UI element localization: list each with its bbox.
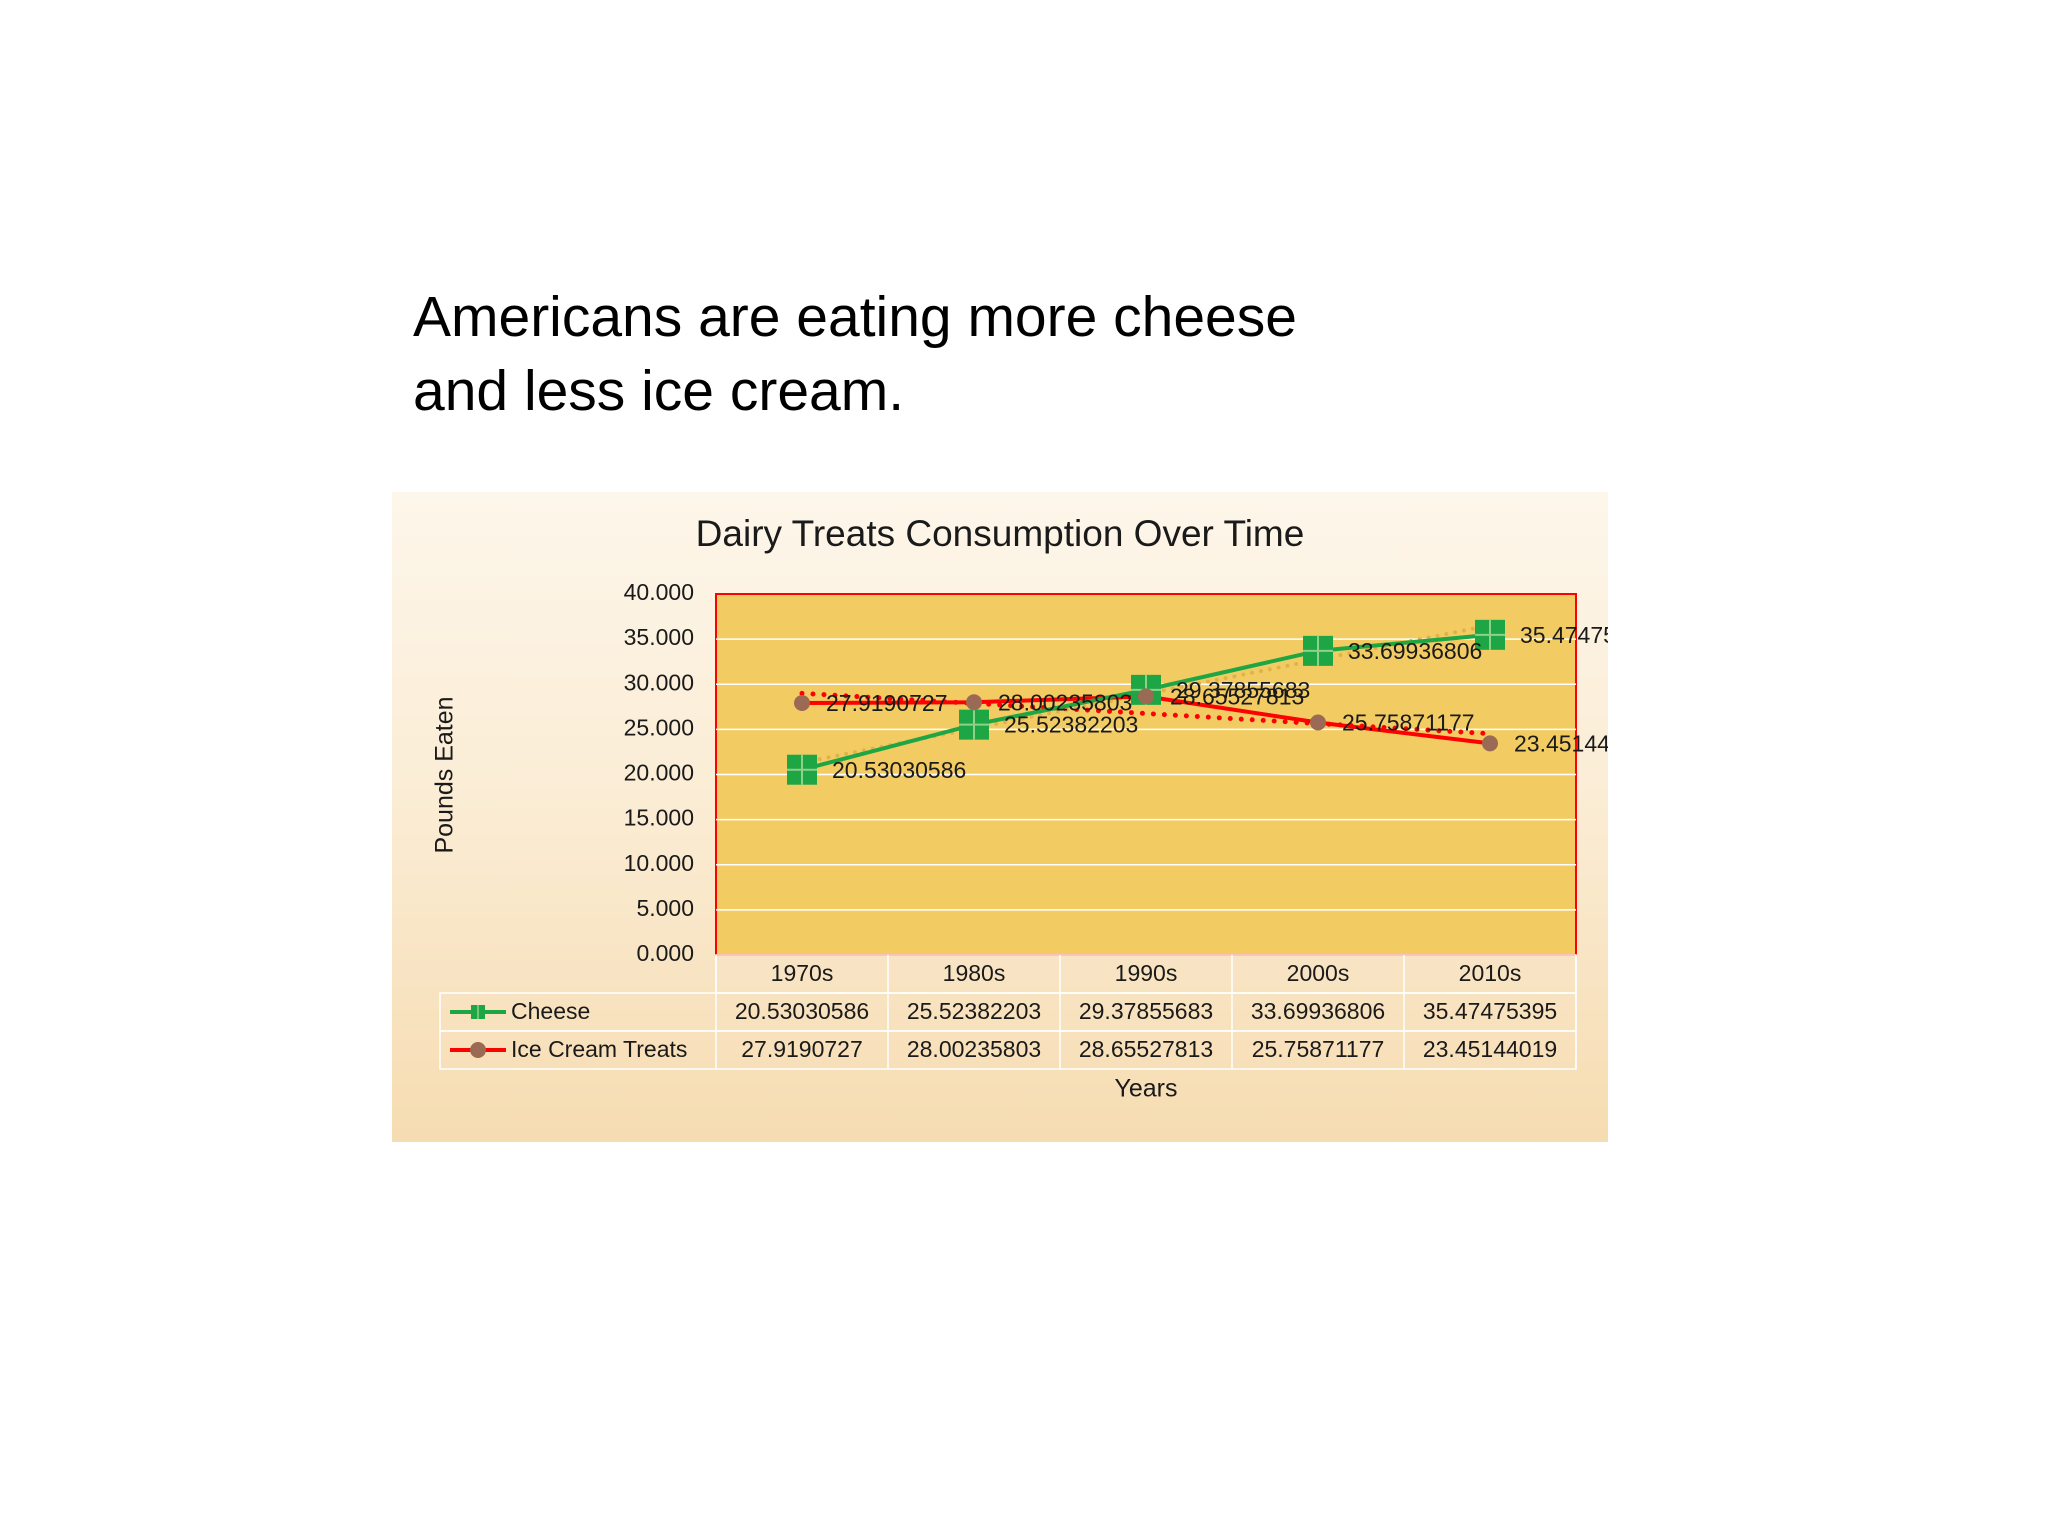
- table-value-cell: 35.47475395: [1423, 998, 1557, 1024]
- x-tick-label: 2000s: [1287, 960, 1350, 986]
- y-tick-label: 10.000: [624, 850, 694, 876]
- table-value-cell: 25.75871177: [1252, 1036, 1385, 1062]
- ice-cream-point: [1310, 714, 1326, 731]
- ice-cream-point: [1482, 735, 1498, 752]
- x-axis-label: Years: [1114, 1075, 1177, 1103]
- y-tick-label: 35.000: [624, 624, 694, 650]
- x-tick-label: 1990s: [1115, 960, 1178, 986]
- table-value-cell: 28.00235803: [907, 1036, 1041, 1062]
- headline-line-1: Americans are eating more cheese: [413, 285, 1297, 349]
- x-tick-label: 1980s: [943, 960, 1006, 986]
- table-value-cell: 27.9190727: [741, 1036, 863, 1062]
- y-tick-label: 5.000: [636, 895, 694, 921]
- y-tick-label: 20.000: [624, 760, 694, 786]
- chart-title: Dairy Treats Consumption Over Time: [696, 513, 1305, 554]
- y-axis-label: Pounds Eaten: [431, 696, 459, 853]
- ice-cream-data-label: 28.65527813: [1170, 683, 1304, 709]
- x-tick-label: 2010s: [1459, 960, 1522, 986]
- dairy-chart: Dairy Treats Consumption Over Time 0.000 5…: [431, 513, 1608, 1103]
- y-tick-label: 40.000: [624, 579, 694, 605]
- cheese-data-label: 29.37855683: [1176, 677, 1310, 703]
- headline-line-2: and less ice cream.: [413, 359, 905, 423]
- table-value-cell: 20.53030586: [735, 998, 869, 1024]
- chart-card: Dairy Treats Consumption Over Time 0.000 5…: [392, 492, 1608, 1142]
- legend-label-ice-cream: Ice Cream Treats: [511, 1036, 687, 1062]
- ice-cream-point: [1138, 688, 1154, 705]
- ice-cream-point: [794, 695, 810, 712]
- table-value-cell: 33.69936806: [1251, 998, 1385, 1024]
- table-value-cell: 28.65527813: [1079, 1036, 1213, 1062]
- ice-cream-trendline: [799, 690, 1493, 737]
- cheese-data-label: 33.69936806: [1348, 638, 1482, 664]
- table-value-cell: 29.37855683: [1079, 998, 1213, 1024]
- table-value-cell: 25.52382203: [907, 998, 1041, 1024]
- ice-cream-data-label: 28.00235803: [998, 689, 1132, 715]
- legend-label-cheese: Cheese: [511, 998, 590, 1024]
- ice-cream-point: [966, 694, 982, 711]
- cheese-data-label: 35.47475395: [1520, 622, 1608, 648]
- y-tick-label: 25.000: [624, 714, 694, 740]
- y-tick-label: 15.000: [624, 805, 694, 831]
- y-tick-label: 0.000: [636, 940, 694, 966]
- x-tick-label: 1970s: [771, 960, 834, 986]
- ice-cream-data-label: 25.75871177: [1342, 710, 1475, 736]
- table-value-cell: 23.45144019: [1423, 1036, 1557, 1062]
- y-tick-label: 30.000: [624, 669, 694, 695]
- ice-cream-data-label: 27.9190727: [826, 690, 948, 716]
- slide-headline: Americans are eating more cheese and les…: [413, 280, 1297, 428]
- legend-key-ice-cream-marker: [470, 1042, 486, 1058]
- cheese-data-label: 20.53030586: [832, 757, 966, 783]
- ice-cream-data-label: 23.45144019: [1514, 730, 1608, 756]
- cheese-data-label: 25.52382203: [1004, 712, 1138, 738]
